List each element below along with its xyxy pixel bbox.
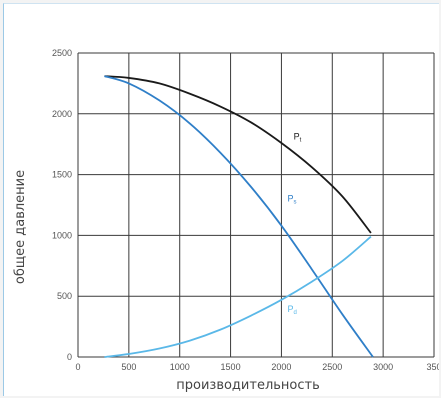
x-tick-label: 0 xyxy=(75,362,80,372)
series-label-pd: Pd xyxy=(288,304,297,316)
y-axis-title: общее давление xyxy=(13,170,28,284)
x-axis-title: производительность xyxy=(176,378,320,393)
x-tick-label: 1000 xyxy=(170,362,190,372)
y-tick-label: 1500 xyxy=(52,170,72,180)
x-tick-label: 2000 xyxy=(271,362,291,372)
series-line-ps xyxy=(104,75,374,358)
tick-labels: 0500100015002000250030003500500100015002… xyxy=(52,48,439,372)
y-tick-label: 0 xyxy=(67,352,72,362)
x-tick-label: 3000 xyxy=(373,362,393,372)
y-tick-label: 500 xyxy=(57,291,72,301)
y-tick-label: 1000 xyxy=(52,230,72,240)
y-tick-label: 2500 xyxy=(52,48,72,58)
grid xyxy=(77,52,435,358)
series-line-pd xyxy=(104,235,372,358)
series-label-pt: Pt xyxy=(294,131,302,143)
x-tick-label: 2500 xyxy=(322,362,342,372)
x-tick-label: 350 xyxy=(426,362,439,372)
series-label-ps: Ps xyxy=(288,193,297,205)
series-line-pt xyxy=(104,75,372,234)
series-lines xyxy=(104,75,374,358)
x-tick-label: 1500 xyxy=(221,362,241,372)
series-labels: Pt Ps Pd xyxy=(288,131,302,316)
y-tick-label: 2000 xyxy=(52,109,72,119)
x-tick-label: 500 xyxy=(121,362,136,372)
